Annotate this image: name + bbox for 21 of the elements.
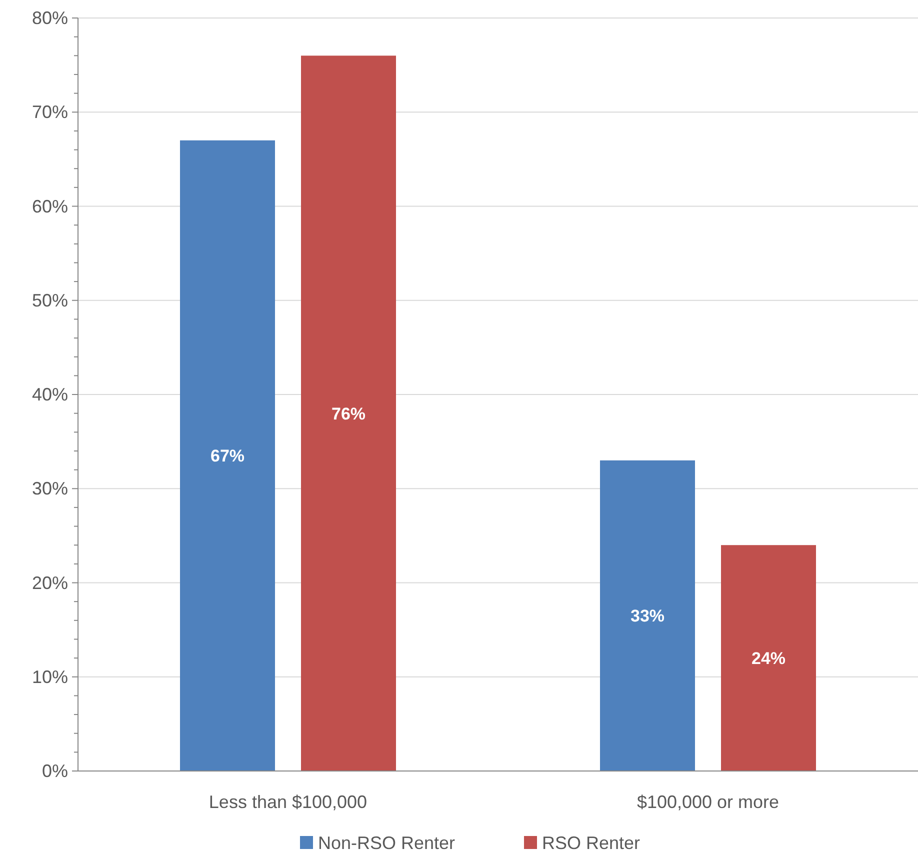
y-tick-label: 0% [42,761,68,781]
y-tick-label: 80% [32,8,68,28]
bar [180,140,275,771]
data-label: 24% [751,649,786,668]
y-tick-label: 70% [32,102,68,122]
x-tick-label: Less than $100,000 [208,792,368,812]
data-label: 67% [210,446,245,466]
data-label: 33% [630,606,665,626]
y-tick-label: 10% [32,666,68,687]
bar [301,56,396,771]
y-tick-label: 60% [32,196,68,216]
y-tick-label: 40% [32,384,68,404]
x-tick-label: $100,000 or more [636,792,780,812]
y-tick-label: 30% [32,478,68,499]
bar [721,545,816,771]
y-tick-label: 50% [32,290,68,310]
data-label: 76% [331,404,366,424]
bar [600,460,695,771]
y-tick-label: 20% [32,572,68,593]
legend-label: RSO Renter [542,833,640,853]
legend-label: Non-RSO Renter [318,833,456,853]
